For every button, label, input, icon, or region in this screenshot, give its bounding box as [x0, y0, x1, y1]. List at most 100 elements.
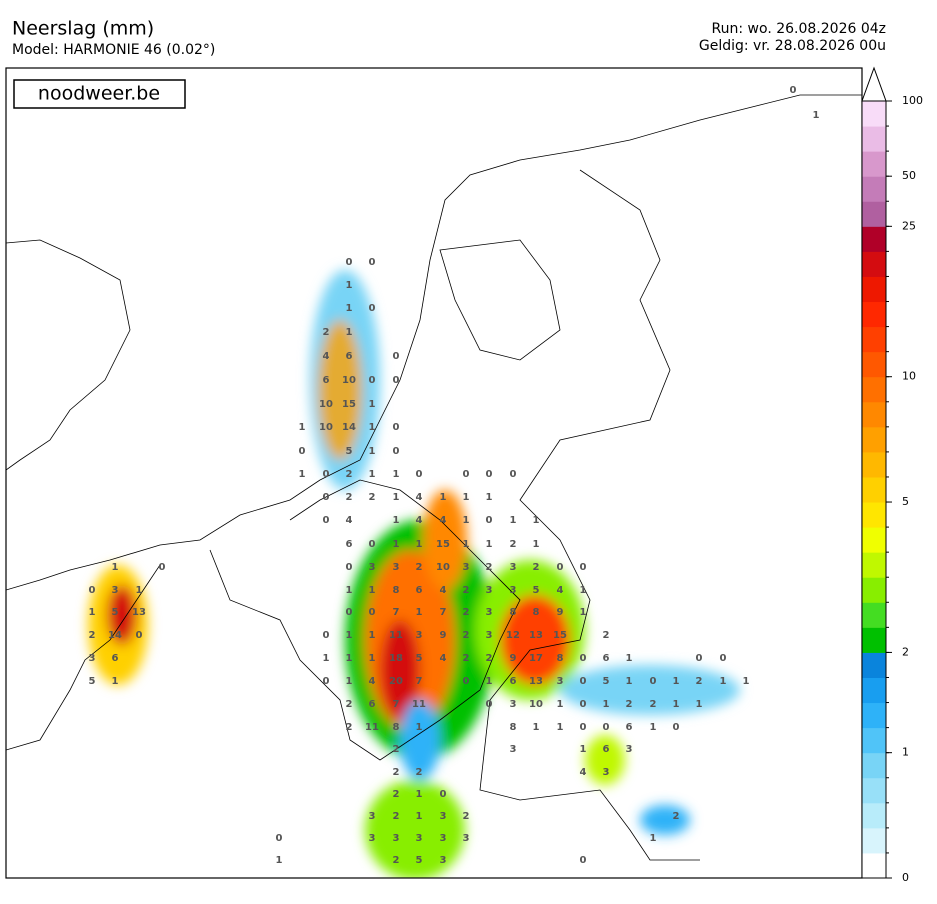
precip-label: 3: [393, 833, 400, 844]
colorbar-band: [862, 502, 886, 528]
precip-label: 8: [393, 585, 400, 596]
colorbar-band: [862, 852, 886, 879]
colorbar-band: [862, 627, 886, 653]
precip-label: 3: [369, 811, 376, 822]
precip-label: 3: [510, 699, 517, 710]
precip-label: 3: [416, 630, 423, 641]
precip-label: 1: [673, 699, 680, 710]
precip-label: 9: [440, 630, 447, 641]
precip-label: 5: [89, 676, 96, 687]
precip-label: 0: [369, 257, 376, 268]
precip-label: 1: [603, 699, 610, 710]
colorbar-tick-label: 1: [902, 746, 909, 759]
precip-label: 6: [369, 699, 376, 710]
precip-label: 1: [346, 585, 353, 596]
precip-label: 3: [369, 833, 376, 844]
subtitle: Model: HARMONIE 46 (0.02°): [12, 42, 215, 58]
colorbar-tick-label: 50: [902, 169, 916, 182]
precip-label: 2: [463, 607, 470, 618]
precip-label: 2: [346, 699, 353, 710]
precip-label: 6: [603, 653, 610, 664]
coastlines: [6, 94, 862, 861]
precip-label: 2: [486, 653, 493, 664]
precip-label: 0: [323, 515, 330, 526]
precip-label: 0: [580, 562, 587, 573]
colorbar-frame: [861, 100, 887, 879]
precip-label: 1: [650, 722, 657, 733]
colorbar-band: [862, 752, 886, 779]
colorbar-band: [862, 126, 886, 152]
precip-label: 15: [342, 399, 356, 410]
precip-label: 1: [463, 515, 470, 526]
precip-label: 5: [416, 855, 423, 866]
precip-label: 13: [529, 676, 543, 687]
colorbar-band: [862, 201, 886, 227]
precip-label: 4: [440, 653, 447, 664]
precip-label: 3: [557, 676, 564, 687]
precip-label: 15: [436, 539, 450, 550]
precip-label: 1: [463, 492, 470, 503]
precip-label: 0: [89, 585, 96, 596]
precip-label: 0: [557, 562, 564, 573]
precip-label: 1: [720, 676, 727, 687]
precip-label: 1: [369, 469, 376, 480]
precip-label: 3: [603, 767, 610, 778]
precip-label: 8: [533, 607, 540, 618]
precip-label: 1: [743, 676, 750, 687]
precip-label: 1: [580, 585, 587, 596]
precip-label: 0: [696, 653, 703, 664]
precip-label: 1: [369, 446, 376, 457]
precip-label: 8: [510, 607, 517, 618]
colorbar-band: [862, 426, 886, 453]
precip-label: 2: [346, 469, 353, 480]
colorbar-band: [862, 777, 886, 804]
colorbar-band: [862, 677, 886, 704]
colorbar-band: [862, 652, 886, 678]
precip-label: 2: [393, 811, 400, 822]
precip-label: 1: [416, 539, 423, 550]
precip-label: 14: [342, 422, 356, 433]
precip-label: 0: [603, 722, 610, 733]
precip-label: 2: [673, 811, 680, 822]
brand: noodweer.be: [38, 83, 160, 105]
colorbar-band: [862, 827, 886, 854]
precip-label: 1: [650, 833, 657, 844]
precip-label: 4: [440, 585, 447, 596]
precip-label: 1: [580, 744, 587, 755]
precip-label: 1: [346, 303, 353, 314]
precip-label: 6: [510, 676, 517, 687]
precip-label: 3: [510, 585, 517, 596]
precip-label: 2: [393, 855, 400, 866]
colorbar-band: [862, 476, 886, 503]
colorbar-band: [862, 151, 886, 177]
precip-label: 0: [276, 833, 283, 844]
precip-label: 13: [529, 630, 543, 641]
precip-label: 5: [533, 585, 540, 596]
precip-label: 10: [436, 562, 450, 573]
precip-label: 0: [720, 653, 727, 664]
colorbar-band: [862, 552, 886, 578]
colorbar-band: [862, 351, 886, 378]
colorbar-band: [862, 101, 886, 127]
precip-label: 7: [393, 699, 400, 710]
precip-label: 2: [533, 562, 540, 573]
colorbar-band: [862, 802, 886, 829]
precip-label: 10: [342, 375, 356, 386]
precip-label: 10: [319, 399, 333, 410]
precip-label: 2: [696, 676, 703, 687]
precip-label: 11: [389, 630, 403, 641]
precip-label: 2: [463, 653, 470, 664]
title: Neerslag (mm): [12, 18, 154, 40]
precip-label: 9: [557, 607, 564, 618]
precip-label: 6: [346, 351, 353, 362]
precip-label: 1: [393, 492, 400, 503]
precip-label: 1: [346, 280, 353, 291]
precip-label: 8: [557, 653, 564, 664]
precip-label: 0: [346, 562, 353, 573]
colorbar-tick-label: 5: [902, 495, 909, 508]
precip-label: 6: [323, 375, 330, 386]
precip-label: 3: [112, 585, 119, 596]
precip-label: 8: [393, 722, 400, 733]
precip-label: 0: [323, 676, 330, 687]
colorbar-band: [862, 301, 886, 328]
